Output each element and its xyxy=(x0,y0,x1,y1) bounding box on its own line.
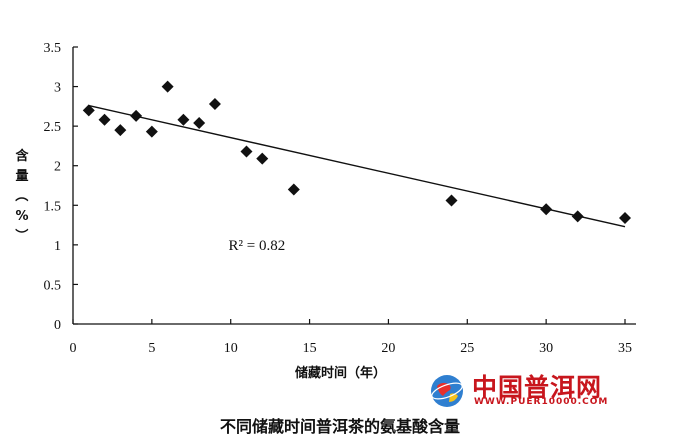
x-tick-label: 0 xyxy=(70,341,77,356)
y-axis-label-char: ） xyxy=(13,228,29,241)
data-point xyxy=(445,194,458,207)
y-axis-label-char: % xyxy=(15,209,28,224)
watermark: 中国普洱网 WWW.PUER10000.COM xyxy=(428,368,660,412)
data-point xyxy=(571,210,584,223)
data-point xyxy=(287,183,300,196)
x-tick-label: 30 xyxy=(539,341,553,356)
y-tick-label: 2 xyxy=(54,160,61,175)
data-point xyxy=(161,80,174,93)
y-axis-label: 含量 （% ） xyxy=(13,148,29,242)
trend-line xyxy=(88,104,626,228)
data-point xyxy=(98,113,111,126)
data-point xyxy=(540,203,553,216)
data-point xyxy=(177,113,190,126)
watermark-title: 中国普洱网 xyxy=(472,373,603,402)
data-points xyxy=(82,80,631,224)
y-axis-label-char: （ xyxy=(13,188,29,201)
x-tick-label: 10 xyxy=(224,341,238,356)
y-axis-label-char: 含 xyxy=(14,148,29,164)
x-ticks: 0 5 10 15 20 25 30 35 xyxy=(70,319,632,356)
y-tick-label: 0 xyxy=(54,318,61,333)
data-point xyxy=(208,97,221,110)
data-point xyxy=(240,145,253,158)
y-tick-label: 3.5 xyxy=(44,41,62,56)
data-point xyxy=(256,152,269,165)
y-tick-label: 2.5 xyxy=(44,120,62,135)
data-point xyxy=(145,125,158,138)
y-tick-label: 1 xyxy=(54,239,61,254)
globe-icon xyxy=(431,375,463,407)
x-axis-label: 储藏时间（年） xyxy=(294,365,386,381)
data-point xyxy=(619,211,631,224)
data-point xyxy=(82,104,95,117)
x-tick-label: 5 xyxy=(148,341,155,356)
x-tick-label: 20 xyxy=(381,341,395,356)
y-ticks: 0 0.5 1 1.5 2 2.5 3 3.5 xyxy=(44,41,78,333)
x-tick-label: 25 xyxy=(460,341,474,356)
y-axis-label-char: 量 xyxy=(15,169,28,184)
data-point xyxy=(193,116,206,129)
y-tick-label: 1.5 xyxy=(44,199,62,214)
chart-title: 不同储藏时间普洱茶的氨基酸含量 xyxy=(219,417,460,436)
y-tick-label: 0.5 xyxy=(44,278,62,293)
data-point xyxy=(114,124,127,137)
watermark-url: WWW.PUER10000.COM xyxy=(474,397,609,407)
y-tick-label: 3 xyxy=(54,81,61,96)
x-tick-label: 15 xyxy=(303,341,317,356)
axes xyxy=(72,47,636,325)
x-tick-label: 35 xyxy=(618,341,632,356)
data-point xyxy=(130,109,143,122)
r-squared-annotation: R² = 0.82 xyxy=(228,238,285,254)
